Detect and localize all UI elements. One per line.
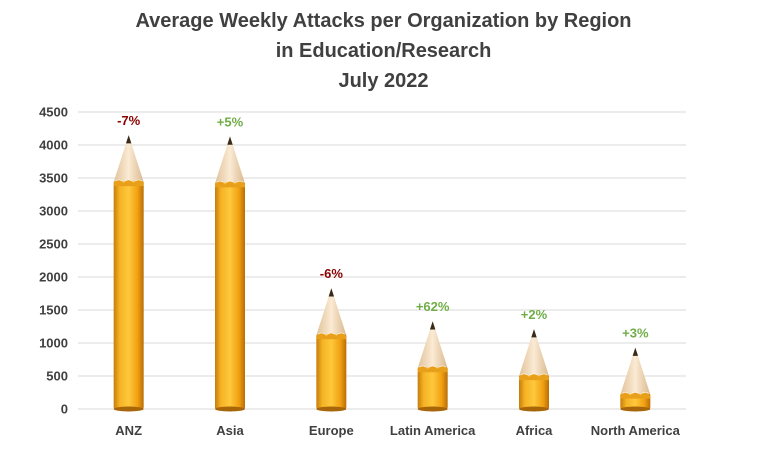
bar <box>417 321 448 412</box>
x-tick-label: Asia <box>216 423 244 438</box>
pencil-tip <box>417 321 448 369</box>
bars <box>113 135 651 412</box>
data-label: +62% <box>416 299 450 314</box>
pencil-tip <box>519 329 549 377</box>
data-label: +5% <box>217 114 244 129</box>
pencil-lead <box>328 288 335 297</box>
pencil-tip <box>113 135 144 183</box>
gridlines <box>78 111 686 410</box>
x-tick-label: Africa <box>516 423 554 438</box>
y-tick-label: 3000 <box>39 204 68 219</box>
x-axis-ticks: ANZ Asia Europe Latin America Africa North Am… <box>115 423 680 438</box>
bar <box>316 288 347 412</box>
pencil-tip <box>215 136 245 184</box>
bar <box>620 347 651 412</box>
pencil-base <box>316 406 347 412</box>
y-tick-label: 1500 <box>39 303 68 318</box>
pencil-lead <box>632 347 639 356</box>
pencil-tip <box>316 288 347 336</box>
x-tick-label: Latin America <box>390 423 476 438</box>
pencil-base <box>620 406 651 412</box>
pencil-base <box>215 406 245 412</box>
pencil-body <box>113 181 144 409</box>
data-label: +3% <box>622 326 649 341</box>
chart-title-line-1: Average Weekly Attacks per Organization … <box>135 10 632 32</box>
y-tick-label: 1000 <box>39 336 68 351</box>
y-axis-ticks: 0 500 1000 1500 2000 2500 3000 3500 4000 4500 <box>39 105 68 417</box>
pencil-body <box>417 367 448 409</box>
y-tick-label: 0 <box>61 402 68 417</box>
pencil-body <box>316 334 347 409</box>
pencil-body <box>519 375 549 409</box>
bar <box>215 136 245 412</box>
pencil-collar <box>113 180 144 187</box>
pencil-lead <box>429 321 436 330</box>
pencil-tip <box>620 347 651 395</box>
y-tick-label: 4500 <box>39 105 68 120</box>
x-tick-label: ANZ <box>115 423 142 438</box>
bar <box>519 329 549 412</box>
y-tick-label: 4000 <box>39 138 68 153</box>
pencil-lead <box>531 329 537 338</box>
pencil-collar <box>519 374 549 381</box>
data-label: -6% <box>320 266 344 281</box>
y-tick-label: 3500 <box>39 171 68 186</box>
pencil-lead <box>227 136 233 145</box>
pencil-base <box>113 406 144 412</box>
y-tick-label: 2000 <box>39 270 68 285</box>
pencil-collar <box>316 333 347 340</box>
pencil-base <box>417 406 448 412</box>
chart-title-line-3: July 2022 <box>338 70 429 92</box>
y-tick-label: 2500 <box>39 237 68 252</box>
data-label: +2% <box>521 307 548 322</box>
data-label: -7% <box>117 113 141 128</box>
x-tick-label: Europe <box>309 423 354 438</box>
pencil-base <box>519 406 549 412</box>
pencil-collar <box>417 366 448 373</box>
pencil-body <box>215 182 245 409</box>
pencil-collar <box>215 181 245 188</box>
pencil-collar <box>620 392 651 399</box>
chart-title: Average Weekly Attacks per Organization … <box>0 6 767 96</box>
x-tick-label: North America <box>591 423 681 438</box>
data-labels: -7% +5% -6% +62% +2% +3% <box>117 113 649 341</box>
chart-title-line-2: in Education/Research <box>275 40 492 62</box>
y-tick-label: 500 <box>46 369 68 384</box>
bar <box>113 135 144 412</box>
pencil-lead <box>125 135 132 144</box>
